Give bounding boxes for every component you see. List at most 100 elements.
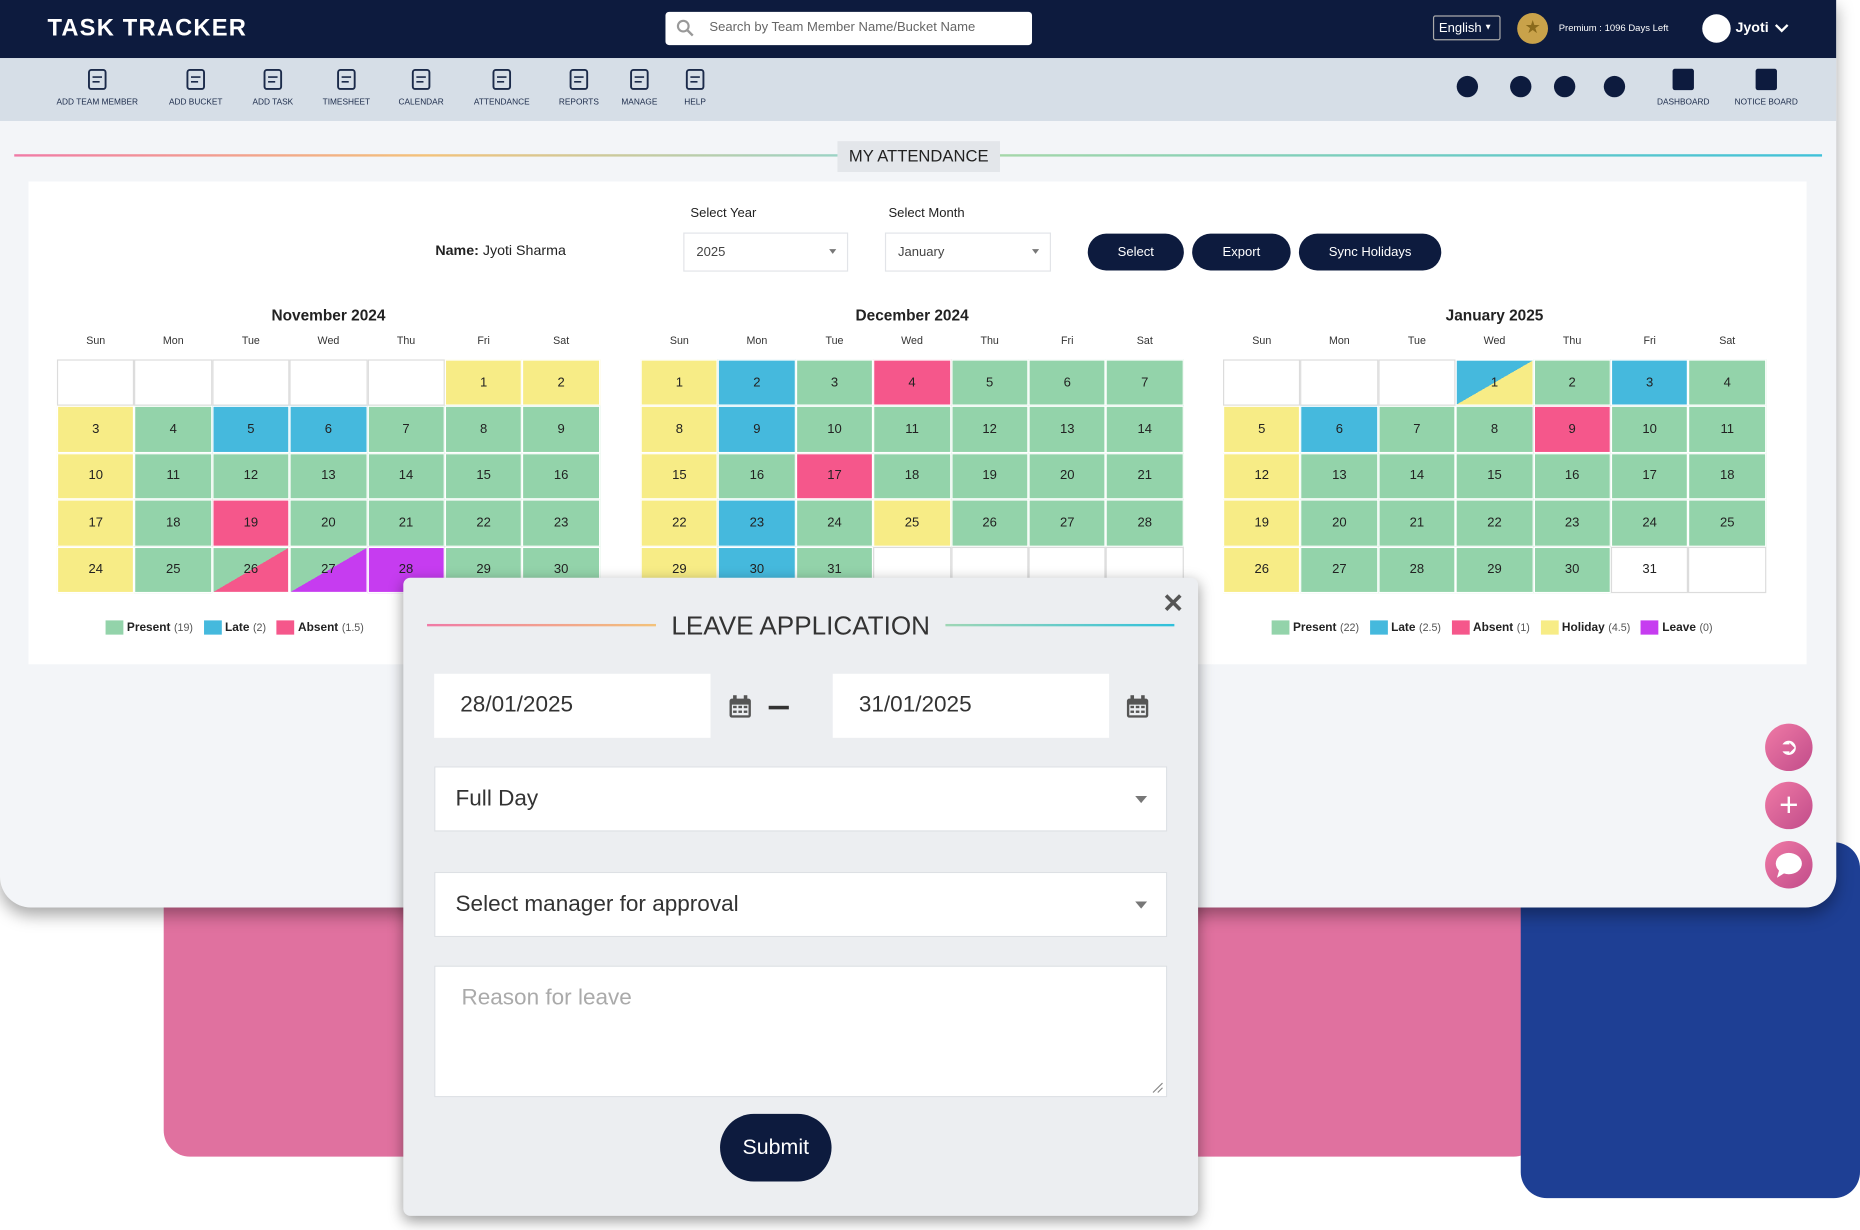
close-button[interactable]	[1164, 593, 1183, 612]
calendar-day[interactable]: 17	[795, 452, 874, 500]
logout-fab[interactable]: ➲	[1765, 723, 1813, 772]
calendar-day[interactable]: 25	[134, 546, 213, 594]
calendar-day[interactable]: 13	[1028, 406, 1107, 453]
calendar-day[interactable]: 8	[640, 406, 719, 453]
calendar-day[interactable]: 19	[212, 499, 290, 547]
calendar-day[interactable]: 3	[56, 406, 135, 453]
calendar-day[interactable]: 10	[1610, 406, 1689, 453]
calendar-icon[interactable]	[728, 695, 752, 719]
calendar-day[interactable]: 5	[212, 406, 290, 453]
calendar-day[interactable]: 11	[1688, 406, 1767, 453]
sync-holidays-button[interactable]: Sync Holidays	[1298, 233, 1442, 271]
toolbar-action[interactable]	[1603, 75, 1626, 98]
select-button[interactable]: Select	[1087, 233, 1184, 271]
calendar-day[interactable]: 10	[795, 406, 874, 453]
calendar-day[interactable]: 23	[522, 499, 600, 547]
calendar-day[interactable]: 25	[1688, 499, 1767, 547]
submit-button[interactable]: Submit	[720, 1113, 832, 1182]
calendar-day[interactable]: 10	[56, 452, 135, 500]
calendar-day[interactable]: 21	[1106, 452, 1184, 500]
calendar-day[interactable]: 12	[212, 452, 290, 500]
chat-fab[interactable]	[1765, 841, 1813, 889]
calendar-day[interactable]: 24	[1610, 499, 1689, 547]
to-date-input[interactable]: 31/01/2025	[832, 673, 1110, 738]
calendar-day[interactable]: 20	[1028, 452, 1107, 500]
toolbar-item[interactable]: ADD BUCKET	[148, 58, 243, 121]
user-caret[interactable]	[1774, 24, 1789, 33]
calendar-day[interactable]: 6	[1028, 359, 1107, 407]
export-button[interactable]: Export	[1192, 233, 1291, 271]
calendar-day[interactable]: 2	[1533, 359, 1611, 407]
toolbar-action[interactable]	[1553, 75, 1576, 98]
calendar-day[interactable]: 12	[950, 406, 1029, 453]
logo[interactable]: TASK TRACKER	[47, 15, 248, 42]
user-avatar[interactable]	[1702, 14, 1731, 43]
calendar-day[interactable]: 26	[212, 546, 290, 594]
calendar-day[interactable]: 20	[289, 499, 368, 547]
calendar-day[interactable]: 16	[1533, 452, 1611, 500]
calendar-day[interactable]: 13	[1300, 452, 1379, 500]
add-fab[interactable]: +	[1765, 781, 1813, 830]
calendar-day[interactable]: 18	[1688, 452, 1767, 500]
calendar-day[interactable]: 2	[522, 359, 600, 407]
manager-select[interactable]: Select manager for approval	[434, 871, 1168, 938]
calendar-day[interactable]: 9	[522, 406, 600, 453]
calendar-day[interactable]: 19	[1222, 499, 1301, 547]
calendar-day[interactable]: 2	[718, 359, 796, 407]
calendar-day[interactable]: 28	[1378, 546, 1456, 594]
calendar-day[interactable]: 6	[289, 406, 368, 453]
calendar-day[interactable]: 24	[56, 546, 135, 594]
calendar-day[interactable]: 17	[1610, 452, 1689, 500]
toolbar-item[interactable]: TIMESHEET	[299, 58, 394, 121]
calendar-day[interactable]: 9	[1533, 406, 1611, 453]
calendar-icon[interactable]	[1126, 695, 1150, 719]
calendar-day[interactable]: 15	[444, 452, 523, 500]
duration-select[interactable]: Full Day	[434, 766, 1168, 832]
calendar-day[interactable]: 22	[640, 499, 719, 547]
toolbar-action[interactable]	[1456, 75, 1479, 98]
calendar-day[interactable]: 23	[718, 499, 796, 547]
calendar-day[interactable]: 20	[1300, 499, 1379, 547]
calendar-day[interactable]: 26	[1222, 546, 1301, 594]
calendar-day[interactable]: 1	[1455, 359, 1534, 407]
calendar-day[interactable]: 1	[444, 359, 523, 407]
calendar-day[interactable]: 27	[1028, 499, 1107, 547]
calendar-day[interactable]: 15	[1455, 452, 1534, 500]
user-name[interactable]: Jyoti	[1735, 18, 1769, 36]
calendar-day[interactable]: 7	[1378, 406, 1456, 453]
calendar-day[interactable]: 21	[367, 499, 445, 547]
calendar-day[interactable]: 22	[444, 499, 523, 547]
calendar-day[interactable]: 28	[1106, 499, 1184, 547]
calendar-day[interactable]: 18	[134, 499, 213, 547]
toolbar-item[interactable]: HELP	[648, 58, 743, 121]
toolbar-item[interactable]: ATTENDANCE	[454, 58, 549, 121]
calendar-day[interactable]: 26	[950, 499, 1029, 547]
year-select[interactable]: 2025	[683, 232, 849, 272]
calendar-day[interactable]: 19	[950, 452, 1029, 500]
toolbar-item[interactable]: NOTICE BOARD	[1719, 58, 1814, 121]
calendar-day[interactable]: 14	[1378, 452, 1456, 500]
calendar-day[interactable]: 7	[1106, 359, 1184, 407]
reason-textarea[interactable]: Reason for leave	[434, 965, 1168, 1098]
calendar-day[interactable]: 4	[873, 359, 951, 407]
calendar-day[interactable]: 11	[134, 452, 213, 500]
calendar-day[interactable]: 9	[718, 406, 796, 453]
calendar-day[interactable]: 5	[1222, 406, 1301, 453]
toolbar-item[interactable]: REPORTS	[531, 58, 626, 121]
month-select[interactable]: January	[884, 232, 1051, 272]
calendar-day[interactable]: 24	[795, 499, 874, 547]
calendar-day[interactable]: 8	[444, 406, 523, 453]
calendar-day[interactable]: 29	[1455, 546, 1534, 594]
calendar-day[interactable]: 4	[1688, 359, 1767, 407]
calendar-day[interactable]: 23	[1533, 499, 1611, 547]
toolbar-action[interactable]	[1510, 75, 1532, 98]
calendar-day[interactable]: 30	[1533, 546, 1611, 594]
calendar-day[interactable]: 7	[367, 406, 445, 453]
calendar-day[interactable]: 15	[640, 452, 719, 500]
toolbar-item[interactable]: MANAGE	[592, 58, 687, 121]
calendar-day[interactable]: 14	[1106, 406, 1184, 453]
calendar-day[interactable]: 31	[1610, 546, 1689, 594]
language-select[interactable]: English ▼	[1432, 15, 1501, 41]
calendar-day[interactable]: 1	[640, 359, 719, 407]
calendar-day[interactable]: 12	[1222, 452, 1301, 500]
